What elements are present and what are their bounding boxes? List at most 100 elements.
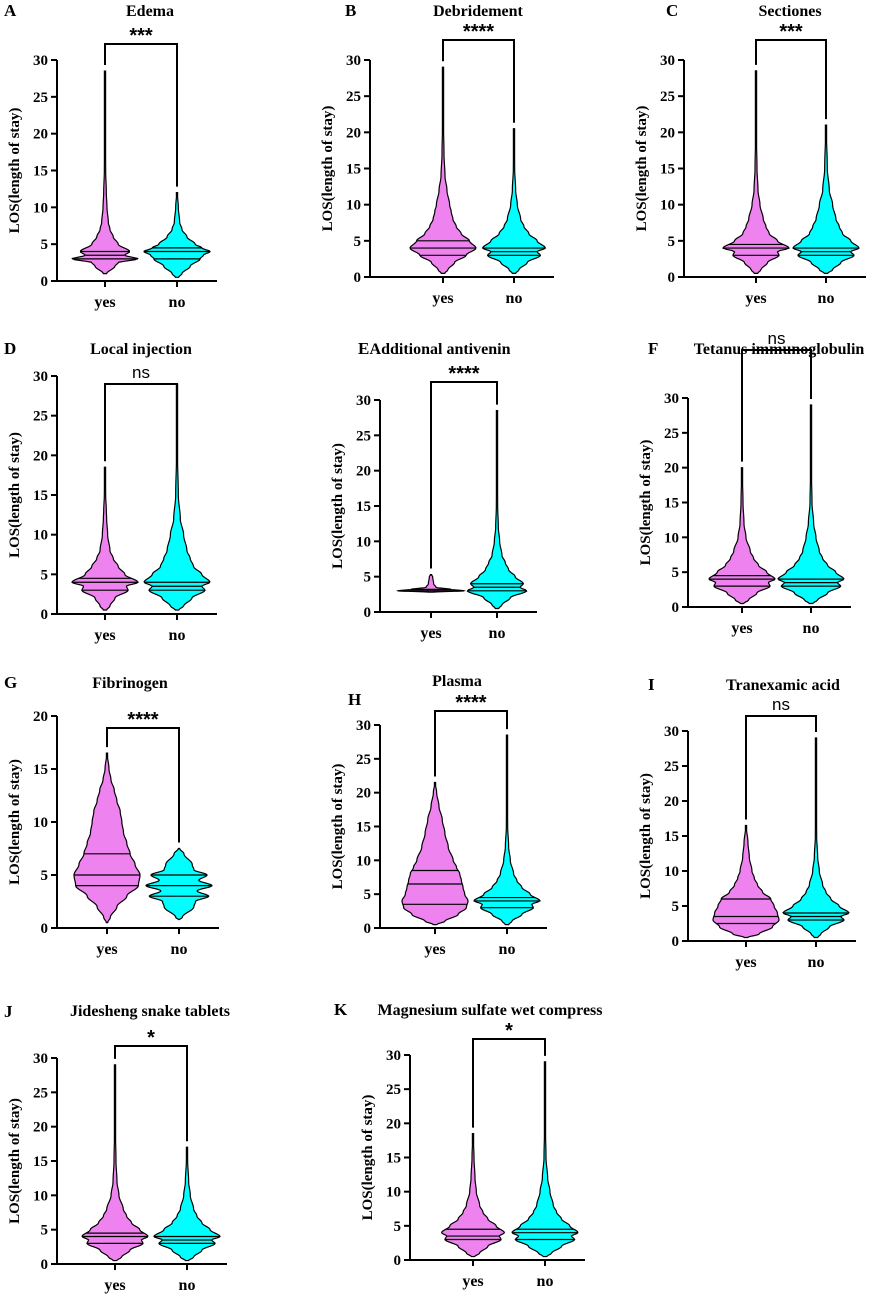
y-tick-label: 15 xyxy=(356,499,371,515)
significance-bracket xyxy=(106,727,180,843)
panel-title: Local injection xyxy=(90,341,192,358)
y-tick-label: 25 xyxy=(664,426,679,442)
panel-letter: B xyxy=(345,1,356,20)
y-tick-label: 5 xyxy=(668,234,676,250)
category-label-yes: yes xyxy=(731,620,752,637)
y-axis-label: LOS(length of stay) xyxy=(7,432,23,558)
y-axis-label: LOS(length of stay) xyxy=(634,106,650,232)
violin-yes xyxy=(71,466,139,611)
y-tick-label: 10 xyxy=(33,815,48,831)
panel-letter: A xyxy=(4,1,17,20)
violin-yes xyxy=(71,70,139,275)
y-tick-label: 0 xyxy=(41,921,49,937)
panel-letter: I xyxy=(648,675,655,694)
category-label-no: no xyxy=(506,290,523,307)
y-axis-label: LOS(length of stay) xyxy=(638,773,654,899)
y-tick-label: 20 xyxy=(33,1120,48,1136)
y-tick-label: 5 xyxy=(364,887,372,903)
violin-yes xyxy=(401,781,469,926)
category-label-no: no xyxy=(803,620,820,637)
y-tick-label: 10 xyxy=(33,200,48,216)
category-label-no: no xyxy=(169,294,186,311)
panel-i: I Tranexamic acid 0 5 10 15 20 25 30 LOS(length o… xyxy=(638,675,856,971)
y-tick-label: 30 xyxy=(386,1048,401,1064)
y-axis-label: LOS(length of stay) xyxy=(330,764,346,890)
violin-yes xyxy=(712,824,780,939)
y-tick-label: 0 xyxy=(41,274,49,290)
violin-no xyxy=(466,410,528,610)
y-tick-label: 20 xyxy=(33,709,48,725)
significance-bracket xyxy=(741,349,812,462)
y-tick-label: 30 xyxy=(664,391,679,407)
y-tick-label: 0 xyxy=(41,607,49,623)
panel-a: A Edema 0 5 10 15 20 25 30 LOS(length of stay) yes… xyxy=(4,1,217,311)
y-tick-label: 10 xyxy=(664,864,679,880)
y-tick-label: 15 xyxy=(33,164,48,180)
significance-label: *** xyxy=(779,21,803,43)
y-tick-label: 0 xyxy=(354,270,362,286)
panel-letter: F xyxy=(648,339,658,358)
y-axis-label: LOS(length of stay) xyxy=(7,1098,23,1224)
significance-label: ns xyxy=(768,329,786,348)
y-tick-label: 10 xyxy=(664,530,679,546)
panel-f: F Tetanus immunoglobulin051015202530LOS(l… xyxy=(638,329,864,637)
y-tick-label: 20 xyxy=(356,786,371,802)
significance-bracket xyxy=(442,39,515,123)
y-tick-label: 20 xyxy=(33,127,48,143)
y-tick-label: 30 xyxy=(660,53,675,69)
category-label-no: no xyxy=(171,941,188,958)
y-tick-label: 0 xyxy=(394,1253,402,1269)
y-tick-label: 25 xyxy=(33,90,48,106)
panel-d: D Local injection 0 5 10 15 20 25 30 LOS(length o… xyxy=(4,339,217,644)
significance-label: ns xyxy=(772,695,790,714)
significance-label: **** xyxy=(455,692,486,714)
y-tick-label: 5 xyxy=(41,868,49,884)
violin-yes xyxy=(722,70,790,274)
panel-g: G Fibrinogen 0 5 10 15 20 LOS(length of stay) ye… xyxy=(4,673,219,958)
category-label-no: no xyxy=(808,954,825,971)
violin-no xyxy=(145,847,213,921)
y-tick-label: 15 xyxy=(33,488,48,504)
y-tick-label: 15 xyxy=(386,1151,401,1167)
y-tick-label: 5 xyxy=(672,899,680,915)
violin-no xyxy=(143,383,211,611)
y-tick-label: 0 xyxy=(364,921,372,937)
violin-yes xyxy=(708,467,776,605)
y-tick-label: 25 xyxy=(386,1082,401,1098)
panel-title: Debridement xyxy=(433,3,523,20)
y-tick-label: 20 xyxy=(356,464,371,480)
y-tick-label: 25 xyxy=(33,409,48,425)
y-tick-label: 15 xyxy=(33,1154,48,1170)
y-tick-label: 25 xyxy=(33,1085,48,1101)
y-tick-label: 0 xyxy=(668,270,676,286)
significance-label: **** xyxy=(463,21,494,43)
violin-no xyxy=(473,734,541,926)
y-tick-label: 10 xyxy=(33,528,48,544)
panel-letter: H xyxy=(348,690,361,709)
significance-label: * xyxy=(505,1020,513,1042)
violin-yes xyxy=(409,66,477,274)
category-label-yes: yes xyxy=(462,1273,483,1290)
y-tick-label: 15 xyxy=(664,496,679,512)
panel-letter: D xyxy=(4,339,16,358)
panel-e: E Additional antivenin 0 5 10 15 20 25 30 LOS(len… xyxy=(330,339,537,642)
y-tick-label: 20 xyxy=(33,448,48,464)
y-tick-label: 10 xyxy=(33,1188,48,1204)
y-tick-label: 15 xyxy=(660,162,675,178)
y-tick-label: 5 xyxy=(672,565,680,581)
y-tick-label: 15 xyxy=(356,820,371,836)
category-label-yes: yes xyxy=(104,1277,125,1294)
category-label-yes: yes xyxy=(432,290,453,307)
y-tick-label: 5 xyxy=(41,1223,49,1239)
violin-no xyxy=(777,404,845,605)
panel-j: J Jidesheng snake tablets 0 5 10 15 20 25 30 LOS(… xyxy=(4,1002,230,1294)
y-tick-label: 25 xyxy=(356,752,371,768)
y-tick-label: 30 xyxy=(356,393,371,409)
y-tick-label: 30 xyxy=(664,724,679,740)
y-tick-label: 0 xyxy=(364,605,372,621)
violin-yes xyxy=(81,1064,149,1262)
significance-bracket xyxy=(755,39,827,120)
significance-label: ns xyxy=(132,363,150,382)
panel-title: Jidesheng snake tablets xyxy=(70,1003,230,1020)
